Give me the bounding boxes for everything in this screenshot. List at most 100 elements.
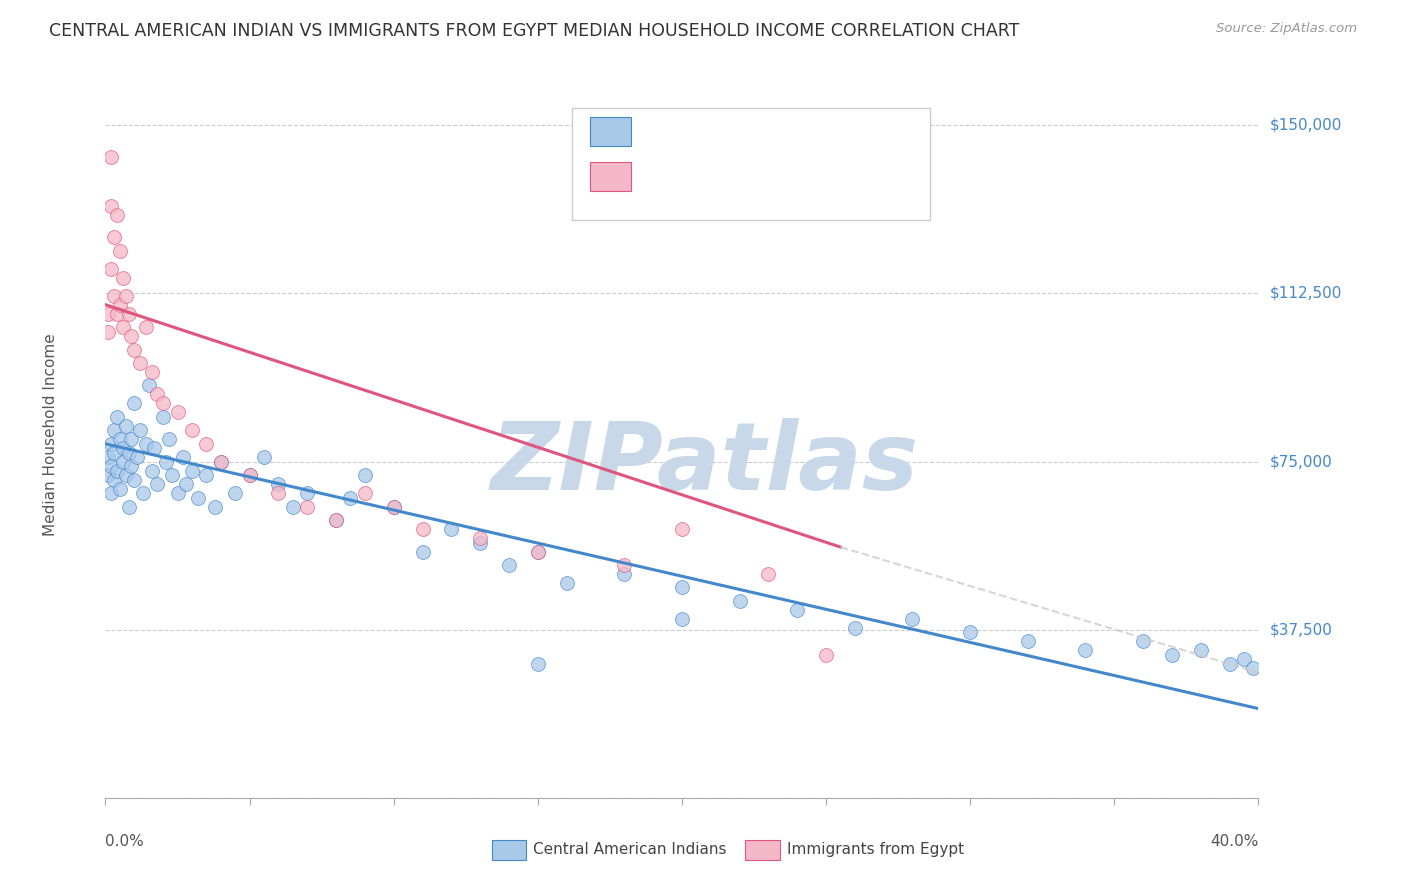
Point bbox=[108, 482, 131, 496]
Point bbox=[97, 468, 120, 483]
Point bbox=[97, 450, 120, 465]
Point bbox=[527, 544, 550, 558]
Point bbox=[129, 423, 152, 437]
Point bbox=[209, 455, 232, 469]
Text: 0.0%: 0.0% bbox=[105, 834, 145, 848]
Point bbox=[105, 307, 128, 321]
Point bbox=[555, 576, 578, 591]
Point bbox=[166, 486, 188, 500]
Point bbox=[100, 459, 122, 474]
Point bbox=[100, 199, 122, 213]
Point bbox=[152, 409, 174, 424]
Point bbox=[204, 500, 226, 514]
Point bbox=[411, 522, 433, 536]
Text: Immigrants from Egypt: Immigrants from Egypt bbox=[787, 842, 965, 857]
Point bbox=[527, 544, 550, 558]
Point bbox=[135, 320, 157, 334]
Point bbox=[105, 409, 128, 424]
FancyBboxPatch shape bbox=[745, 839, 780, 860]
Point bbox=[297, 486, 319, 500]
Point bbox=[786, 603, 808, 617]
Point bbox=[172, 450, 194, 465]
Point bbox=[124, 343, 146, 357]
Point bbox=[100, 150, 122, 164]
Point bbox=[253, 450, 276, 465]
Text: 40.0%: 40.0% bbox=[1211, 834, 1258, 848]
Point bbox=[111, 270, 134, 285]
Point bbox=[297, 500, 319, 514]
FancyBboxPatch shape bbox=[572, 108, 929, 220]
Point bbox=[195, 437, 218, 451]
Point bbox=[160, 468, 183, 483]
Point bbox=[267, 486, 290, 500]
Point bbox=[1189, 643, 1212, 657]
Point bbox=[141, 365, 163, 379]
Point bbox=[209, 455, 232, 469]
Text: R = -0.484   N = 39: R = -0.484 N = 39 bbox=[643, 168, 814, 183]
Point bbox=[382, 500, 405, 514]
Point bbox=[103, 230, 125, 244]
Point bbox=[152, 396, 174, 410]
Point bbox=[1219, 657, 1241, 671]
Point bbox=[108, 433, 131, 447]
Point bbox=[613, 566, 636, 581]
Point bbox=[155, 455, 177, 469]
Point bbox=[354, 486, 377, 500]
Point bbox=[224, 486, 246, 500]
Point bbox=[103, 446, 125, 460]
Point bbox=[281, 500, 304, 514]
Point bbox=[166, 405, 188, 419]
Point bbox=[187, 491, 209, 505]
Point bbox=[959, 625, 981, 640]
Point bbox=[470, 535, 492, 549]
Point bbox=[97, 307, 120, 321]
Point bbox=[111, 455, 134, 469]
Text: CENTRAL AMERICAN INDIAN VS IMMIGRANTS FROM EGYPT MEDIAN HOUSEHOLD INCOME CORRELA: CENTRAL AMERICAN INDIAN VS IMMIGRANTS FR… bbox=[49, 22, 1019, 40]
Point bbox=[267, 477, 290, 491]
Text: $112,500: $112,500 bbox=[1270, 286, 1341, 301]
Point bbox=[100, 261, 122, 276]
Point bbox=[180, 423, 204, 437]
Point bbox=[111, 320, 134, 334]
Point bbox=[97, 325, 120, 339]
Point bbox=[613, 558, 636, 572]
Point bbox=[105, 464, 128, 478]
Point bbox=[114, 468, 136, 483]
Text: $75,000: $75,000 bbox=[1270, 454, 1333, 469]
Text: R = -0.548   N = 75: R = -0.548 N = 75 bbox=[643, 123, 814, 137]
Point bbox=[728, 594, 751, 608]
Point bbox=[411, 544, 433, 558]
Point bbox=[117, 446, 139, 460]
Point bbox=[174, 477, 197, 491]
Point bbox=[129, 356, 152, 370]
Text: Median Household Income: Median Household Income bbox=[42, 334, 58, 536]
Point bbox=[325, 513, 347, 527]
Point bbox=[127, 450, 149, 465]
Point bbox=[124, 396, 146, 410]
Point bbox=[1161, 648, 1184, 662]
Point bbox=[132, 486, 155, 500]
Point bbox=[103, 289, 125, 303]
FancyBboxPatch shape bbox=[492, 839, 526, 860]
Point bbox=[117, 307, 139, 321]
Point bbox=[111, 442, 134, 456]
Point bbox=[103, 473, 125, 487]
Point bbox=[1241, 661, 1264, 675]
Point bbox=[325, 513, 347, 527]
Point bbox=[498, 558, 520, 572]
Point bbox=[239, 468, 262, 483]
Point bbox=[120, 329, 142, 343]
Point bbox=[108, 298, 131, 312]
Text: $150,000: $150,000 bbox=[1270, 118, 1341, 133]
Point bbox=[844, 621, 866, 635]
Point bbox=[527, 657, 550, 671]
Text: ZIPatlas: ZIPatlas bbox=[491, 418, 920, 510]
Point bbox=[120, 459, 142, 474]
Point bbox=[1233, 652, 1256, 666]
Point bbox=[103, 423, 125, 437]
Point bbox=[114, 418, 136, 433]
Point bbox=[124, 473, 146, 487]
Point bbox=[195, 468, 218, 483]
Point bbox=[143, 442, 166, 456]
Point bbox=[135, 437, 157, 451]
